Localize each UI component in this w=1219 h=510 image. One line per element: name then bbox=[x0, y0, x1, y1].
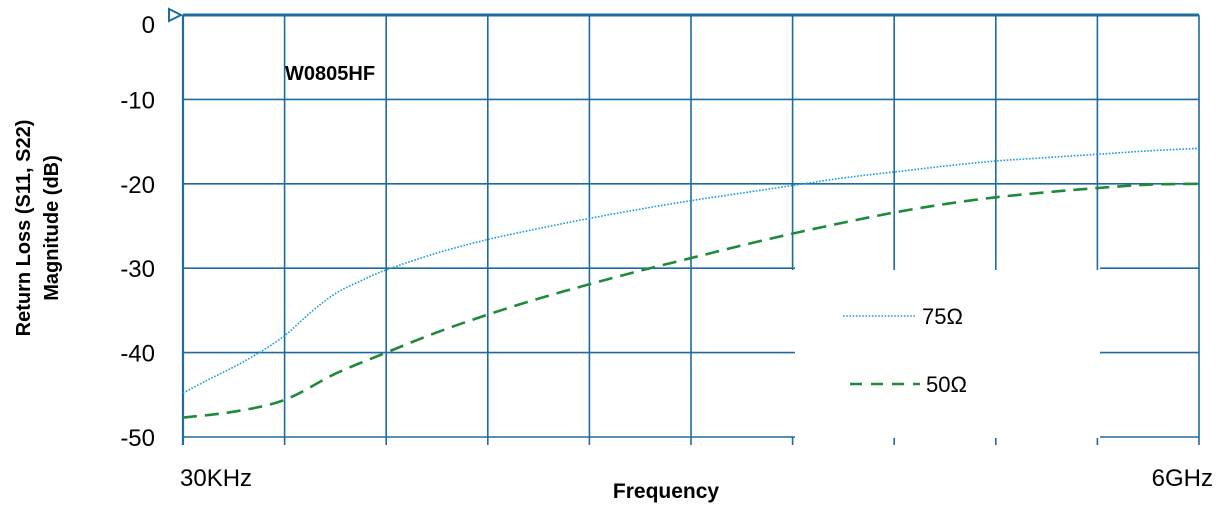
axis-marker bbox=[168, 7, 184, 23]
grid bbox=[168, 7, 1200, 445]
x-tick-label-start: 30KHz bbox=[180, 465, 252, 492]
x-tick-labels: 30KHz 6GHz bbox=[180, 465, 1213, 492]
y-tick-label: -10 bbox=[120, 87, 155, 114]
y-tick-label: -20 bbox=[120, 172, 155, 199]
y-axis-label-line1: Return Loss (S11, S22) bbox=[13, 120, 35, 337]
chart-title: W0805HF bbox=[285, 63, 375, 85]
y-tick-label: -40 bbox=[120, 341, 155, 368]
series-line-75-ohm bbox=[182, 147, 1200, 394]
legend-label-50-ohm: 50Ω bbox=[926, 372, 967, 397]
y-axis-label-line2: Magnitude (dB) bbox=[41, 155, 63, 301]
legend: 75Ω 50Ω bbox=[843, 304, 967, 397]
legend-label-75-ohm: 75Ω bbox=[922, 304, 963, 329]
y-tick-label: 0 bbox=[142, 12, 155, 39]
legend-box bbox=[795, 270, 1100, 438]
x-axis-label: Frequency bbox=[613, 480, 720, 503]
legend-background bbox=[795, 270, 1100, 438]
y-tick-labels: 0 -10 -20 -30 -40 -50 bbox=[120, 12, 155, 452]
y-tick-label: -30 bbox=[120, 256, 155, 283]
series-lines bbox=[182, 147, 1200, 419]
y-tick-label: -50 bbox=[120, 425, 155, 452]
series-line-50-ohm bbox=[182, 182, 1200, 419]
x-tick-label-end: 6GHz bbox=[1152, 465, 1213, 492]
